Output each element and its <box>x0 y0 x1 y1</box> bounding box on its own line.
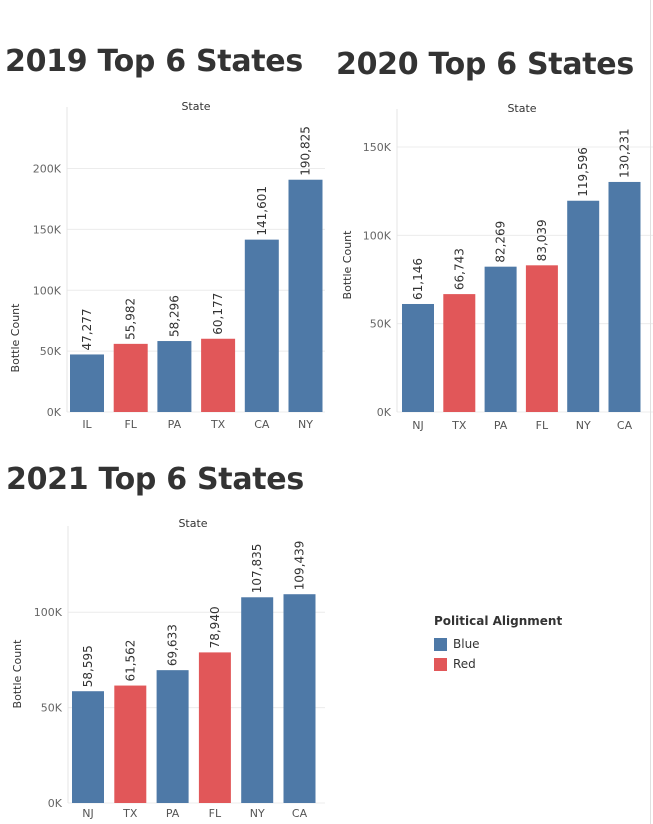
bar-ny <box>241 597 274 803</box>
bar-value-label: 107,835 <box>250 544 264 594</box>
bar-value-label: 190,825 <box>299 126 313 176</box>
bar-nj <box>402 303 434 412</box>
bar-chart-2019: 0K 50K 100K 150K 200K State Bottle Count 47,277… <box>9 100 325 431</box>
bar-value-label: 58,296 <box>167 295 181 337</box>
bar-pa <box>156 670 189 803</box>
legend: Political Alignment Blue Red <box>434 614 562 674</box>
y-tick-label: 0K <box>377 406 392 419</box>
legend-item-blue[interactable]: Blue <box>434 634 562 654</box>
x-category-label: IL <box>82 418 92 431</box>
y-axis-label: Bottle Count <box>341 230 354 300</box>
chart-title-2020: 2020 Top 6 States <box>336 47 634 82</box>
bar-value-label: 55,982 <box>124 298 138 340</box>
x-category-label: TX <box>451 419 467 432</box>
y-tick-label: 200K <box>33 163 62 176</box>
y-tick-label: 100K <box>33 284 62 297</box>
x-category-label: NJ <box>412 419 423 432</box>
x-category-label: CA <box>254 418 270 431</box>
y-tick-label: 150K <box>33 223 62 236</box>
legend-swatch-red <box>434 657 447 671</box>
y-tick-label: 50K <box>370 318 392 331</box>
y-tick-label: 50K <box>40 345 62 358</box>
bar-tx <box>114 685 147 803</box>
bar-tx <box>201 338 236 412</box>
x-category-label: CA <box>292 807 308 820</box>
x-category-label: NJ <box>82 807 93 820</box>
bar-nj <box>72 691 104 803</box>
x-category-label: TX <box>122 807 138 820</box>
y-tick-label: 100K <box>363 229 392 242</box>
x-axis-header: State <box>181 100 210 113</box>
legend-swatch-blue <box>434 637 447 651</box>
bar-fl <box>113 343 148 412</box>
bar-value-label: 61,562 <box>123 640 137 682</box>
x-category-label: PA <box>166 807 180 820</box>
bar-chart-2021: 0K 50K 100K State Bottle Count 58,595 NJ 61,562… <box>11 517 325 820</box>
bar-value-label: 83,039 <box>535 219 549 261</box>
bar-value-label: 61,146 <box>411 258 425 300</box>
y-tick-label: 150K <box>363 141 392 154</box>
x-category-label: NY <box>576 419 591 432</box>
x-axis-header: State <box>507 102 536 115</box>
x-category-label: FL <box>124 418 137 431</box>
y-tick-label: 100K <box>34 606 63 619</box>
bar-ny <box>288 179 323 412</box>
bar-value-label: 82,269 <box>494 221 508 263</box>
y-axis-label: Bottle Count <box>11 639 24 709</box>
bar-tx <box>443 294 476 412</box>
bar-value-label: 78,940 <box>208 606 222 648</box>
x-category-label: PA <box>494 419 508 432</box>
chart-title-2021: 2021 Top 6 States <box>6 462 304 497</box>
x-category-label: FL <box>536 419 549 432</box>
bar-value-label: 119,596 <box>576 147 590 197</box>
legend-label-blue: Blue <box>453 637 480 651</box>
bar-value-label: 66,743 <box>452 248 466 290</box>
chart-title-2019: 2019 Top 6 States <box>5 44 303 79</box>
x-axis-header: State <box>178 517 207 530</box>
x-category-label: PA <box>168 418 182 431</box>
bar-value-label: 69,633 <box>166 624 180 666</box>
bar-value-label: 109,439 <box>293 541 307 591</box>
bar-chart-2020: 0K 50K 100K 150K State Bottle Count 61,146 NJ 66… <box>341 102 653 432</box>
bar-value-label: 47,277 <box>80 308 94 350</box>
scrollbar-edge <box>650 0 651 824</box>
bar-ca <box>244 239 279 412</box>
bar-ca <box>283 594 316 803</box>
x-category-label: CA <box>617 419 633 432</box>
y-axis-label: Bottle Count <box>9 303 22 373</box>
y-tick-label: 50K <box>41 702 63 715</box>
bar-il <box>70 354 104 412</box>
legend-item-red[interactable]: Red <box>434 654 562 674</box>
bar-ny <box>567 200 600 412</box>
legend-title: Political Alignment <box>434 614 563 628</box>
bar-value-label: 130,231 <box>618 128 632 178</box>
bar-fl <box>525 265 558 412</box>
bar-ca <box>608 181 641 412</box>
bar-pa <box>157 341 192 412</box>
bar-pa <box>484 266 517 412</box>
legend-label-red: Red <box>453 657 476 671</box>
x-category-label: FL <box>209 807 222 820</box>
x-category-label: NY <box>250 807 265 820</box>
bar-value-label: 141,601 <box>255 186 269 236</box>
bar-value-label: 60,177 <box>211 293 225 335</box>
x-category-label: NY <box>298 418 313 431</box>
y-tick-label: 0K <box>48 797 63 810</box>
bar-fl <box>198 652 231 803</box>
bar-value-label: 58,595 <box>81 645 95 687</box>
y-tick-label: 0K <box>47 406 62 419</box>
x-category-label: TX <box>210 418 226 431</box>
